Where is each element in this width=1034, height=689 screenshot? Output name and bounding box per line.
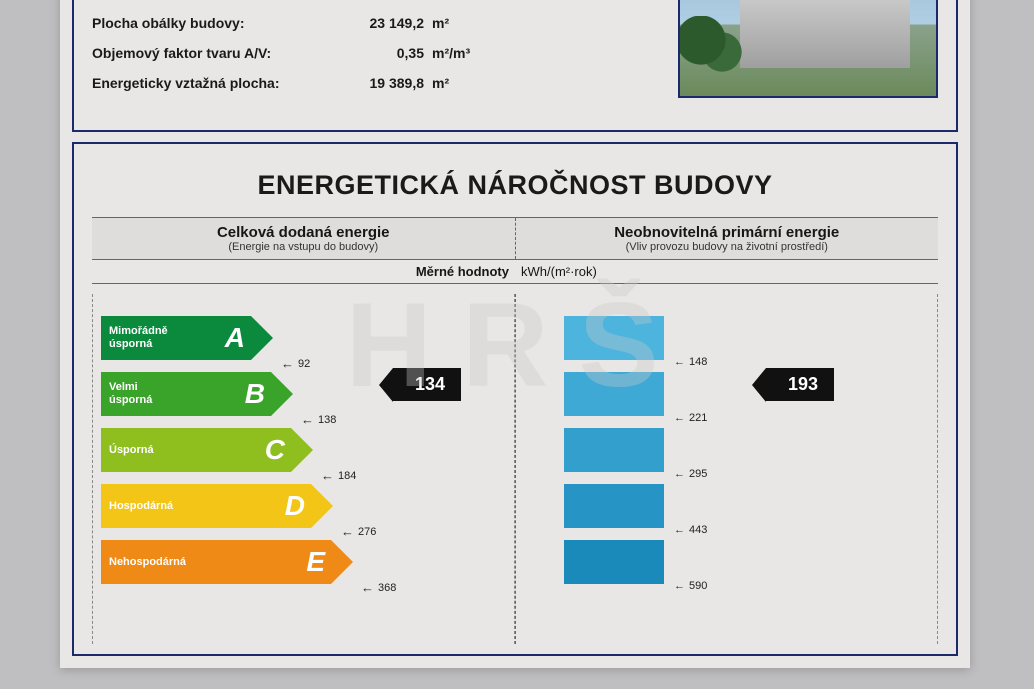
primary-tick-value: 443 xyxy=(689,524,707,536)
info-value: 0,35 xyxy=(342,45,432,61)
primary-tick-value: 148 xyxy=(689,356,707,368)
info-row: Plocha obálky budovy:23 149,2m² xyxy=(92,8,557,38)
primary-bar: ←590 xyxy=(564,536,684,586)
energy-row-A: MimořádněúspornáA←92 xyxy=(101,312,506,362)
primary-bar-fill xyxy=(564,484,664,528)
primary-bar-fill xyxy=(564,540,664,584)
energy-bar-label: Mimořádněúsporná xyxy=(109,325,168,350)
energy-row-D: HospodárnáD←276 xyxy=(101,480,506,530)
primary-tick: ← 148 xyxy=(674,356,707,368)
energy-bar-C: Úsporná C xyxy=(101,428,291,472)
right-value-indicator: 193 xyxy=(766,368,834,401)
blue-bar-column: ←148 ←221 ←295 ←443 ←590 xyxy=(564,312,684,586)
header-left-title: Celková dodaná energie xyxy=(96,224,511,241)
unit-row: Měrné hodnoty kWh/(m²·rok) xyxy=(92,260,938,284)
info-value: 23 149,2 xyxy=(342,15,432,31)
energy-bar-label: Hospodárná xyxy=(109,500,173,513)
info-row: Energeticky vztažná plocha:19 389,8m² xyxy=(92,68,557,98)
energy-grade-letter: A xyxy=(225,322,245,354)
energy-bar-B: Velmiúsporná B xyxy=(101,372,271,416)
energy-grade-letter: E xyxy=(306,546,325,578)
info-unit: m² xyxy=(432,15,492,31)
left-energy-chart: MimořádněúspornáA←92VelmiúspornáB←138Úsp… xyxy=(92,294,515,644)
info-label: Energeticky vztažná plocha: xyxy=(92,75,342,91)
info-unit: m² xyxy=(432,75,492,91)
primary-tick: ← 295 xyxy=(674,468,707,480)
info-unit: m²/m³ xyxy=(432,45,492,61)
primary-tick-value: 590 xyxy=(689,580,707,592)
info-label: Plocha obálky budovy: xyxy=(92,15,342,31)
chart-area: MimořádněúspornáA←92VelmiúspornáB←138Úsp… xyxy=(92,294,938,644)
energy-row-C: ÚspornáC←184 xyxy=(101,424,506,474)
energy-bar-label: Velmiúsporná xyxy=(109,381,152,406)
arrow-left-icon: ← xyxy=(674,412,685,424)
arrow-left-icon: ← xyxy=(674,468,685,480)
primary-bar-fill xyxy=(564,372,664,416)
left-value-indicator: 134 xyxy=(393,368,461,401)
energy-bar-A: Mimořádněúsporná A xyxy=(101,316,251,360)
energy-bar-E: Nehospodárná E xyxy=(101,540,331,584)
energy-row-E: NehospodárnáE←368 xyxy=(101,536,506,586)
header-right-title: Neobnovitelná primární energie xyxy=(520,224,935,241)
energy-bar-D: Hospodárná D xyxy=(101,484,311,528)
unit-row-unit: kWh/(m²·rok) xyxy=(517,264,938,279)
primary-tick: ← 443 xyxy=(674,524,707,536)
building-info-rows: Plocha obálky budovy:23 149,2m²Objemový … xyxy=(92,8,557,98)
primary-bar: ←148 xyxy=(564,312,684,362)
arrow-left-icon: ← xyxy=(361,580,374,595)
right-primary-chart: ←148←221←295←443←590 193 xyxy=(515,294,938,644)
column-headers: Celková dodaná energie (Energie na vstup… xyxy=(92,217,938,260)
building-info-panel: Plocha obálky budovy:23 149,2m²Objemový … xyxy=(72,0,958,132)
energy-bar-label: Úsporná xyxy=(109,444,154,457)
building-photo xyxy=(678,0,938,98)
info-value: 19 389,8 xyxy=(342,75,432,91)
energy-tick: ← 368 xyxy=(361,580,396,595)
main-title: ENERGETICKÁ NÁROČNOST BUDOVY xyxy=(92,164,938,217)
header-left: Celková dodaná energie (Energie na vstup… xyxy=(92,218,515,259)
primary-bar: ←295 xyxy=(564,424,684,474)
primary-tick: ← 221 xyxy=(674,412,707,424)
info-label: Objemový faktor tvaru A/V: xyxy=(92,45,342,61)
arrow-left-icon: ← xyxy=(674,524,685,536)
primary-tick: ← 590 xyxy=(674,580,707,592)
energy-panel: ENERGETICKÁ NÁROČNOST BUDOVY Celková dod… xyxy=(72,142,958,656)
energy-tick-value: 368 xyxy=(378,582,396,594)
primary-tick-value: 221 xyxy=(689,412,707,424)
arrow-left-icon: ← xyxy=(674,356,685,368)
arrow-left-icon: ← xyxy=(674,580,685,592)
energy-grade-letter: D xyxy=(285,490,305,522)
energy-grade-letter: C xyxy=(265,434,285,466)
primary-bar-fill xyxy=(564,316,664,360)
primary-bar: ←443 xyxy=(564,480,684,530)
primary-bar-fill xyxy=(564,428,664,472)
building-illustration xyxy=(740,0,910,68)
unit-row-label: Měrné hodnoty xyxy=(92,264,517,279)
energy-bar-label: Nehospodárná xyxy=(109,556,186,569)
document-page: Plocha obálky budovy:23 149,2m²Objemový … xyxy=(60,0,970,668)
header-left-sub: (Energie na vstupu do budovy) xyxy=(96,241,511,253)
trees-illustration xyxy=(680,16,750,76)
primary-tick-value: 295 xyxy=(689,468,707,480)
energy-grade-letter: B xyxy=(245,378,265,410)
info-row: Objemový faktor tvaru A/V:0,35m²/m³ xyxy=(92,38,557,68)
primary-bar: ←221 xyxy=(564,368,684,418)
header-right-sub: (Vliv provozu budovy na životní prostřed… xyxy=(520,241,935,253)
header-right: Neobnovitelná primární energie (Vliv pro… xyxy=(515,218,939,259)
